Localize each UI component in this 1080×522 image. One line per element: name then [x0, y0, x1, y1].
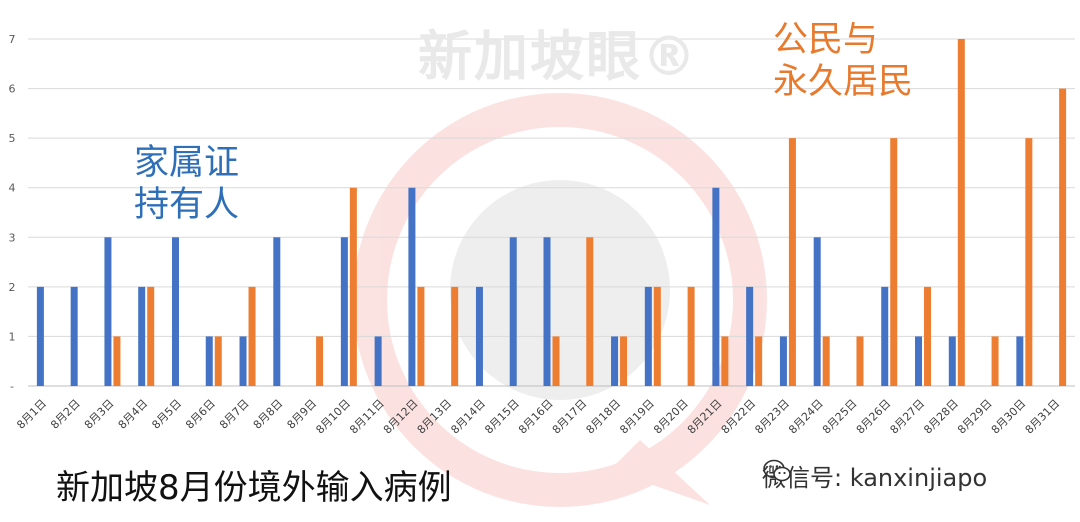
- y-tick-label: 4: [9, 182, 16, 195]
- bar-family-pass: [1016, 336, 1024, 386]
- bar-citizen-pr: [316, 336, 324, 386]
- bar-citizen-pr: [349, 187, 357, 386]
- bar-citizen-pr: [552, 336, 560, 386]
- bar-citizen-pr: [721, 336, 729, 386]
- y-tick-label: -: [10, 380, 14, 393]
- bar-family-pass: [475, 286, 483, 386]
- x-tick-label: 8月3日: [82, 397, 117, 432]
- bar-family-pass: [948, 336, 956, 386]
- y-tick-label: 2: [9, 281, 16, 294]
- bar-family-pass: [881, 286, 889, 386]
- x-tick-label: 8月23日: [752, 397, 792, 437]
- x-tick-label: 8月17日: [550, 397, 590, 437]
- bar-citizen-pr: [755, 336, 763, 386]
- series-label-citizens-pr: 公民与 永久居民: [773, 20, 914, 102]
- x-tick-label: 8月11日: [347, 397, 387, 437]
- bar-citizen-pr: [113, 336, 121, 386]
- wechat-label: 微信号: kanxinjiapo: [762, 464, 988, 492]
- x-tick-label: 8月24日: [786, 397, 826, 437]
- bar-family-pass: [509, 237, 517, 386]
- bar-family-pass: [813, 237, 821, 386]
- bar-family-pass: [273, 237, 281, 386]
- bar-citizen-pr: [147, 286, 155, 386]
- wechat-icon: [763, 459, 791, 482]
- x-tick-label: 8月14日: [448, 397, 488, 437]
- bar-family-pass: [171, 237, 179, 386]
- bar-citizen-pr: [620, 336, 628, 386]
- bar-citizen-pr: [653, 286, 661, 386]
- bar-family-pass: [779, 336, 787, 386]
- bar-citizen-pr: [451, 286, 459, 386]
- x-tick-label: 8月1日: [14, 397, 49, 432]
- bar-family-pass: [340, 237, 348, 386]
- chart-title: 新加坡8月份境外输入病例: [56, 468, 452, 508]
- bar-citizen-pr: [214, 336, 222, 386]
- y-tick-label: 6: [9, 83, 16, 96]
- bar-family-pass: [408, 187, 416, 386]
- series-label-family-pass-holders: 家属证 持有人: [134, 143, 240, 225]
- bar-family-pass: [239, 336, 247, 386]
- y-tick-label: 1: [9, 330, 16, 343]
- bar-citizen-pr: [788, 138, 796, 386]
- bar-family-pass: [36, 286, 44, 386]
- bar-citizen-pr: [890, 138, 898, 386]
- bar-family-pass: [543, 237, 551, 386]
- bar-citizen-pr: [991, 336, 999, 386]
- bar-citizen-pr: [1025, 138, 1033, 386]
- bar-citizen-pr: [1059, 88, 1067, 387]
- x-tick-label: 8月6日: [183, 397, 218, 432]
- y-tick-label: 3: [9, 231, 16, 244]
- bar-citizen-pr: [417, 286, 425, 386]
- bar-family-pass: [611, 336, 619, 386]
- x-tick-label: 8月10日: [313, 397, 353, 437]
- x-tick-label: 8月28日: [921, 397, 961, 437]
- bar-family-pass: [915, 336, 923, 386]
- bar-citizen-pr: [822, 336, 830, 386]
- x-tick-label: 8月25日: [820, 397, 860, 437]
- bar-citizen-pr: [856, 336, 864, 386]
- bar-family-pass: [746, 286, 754, 386]
- x-tick-label: 8月27日: [888, 397, 928, 437]
- x-tick-label: 8月16日: [516, 397, 556, 437]
- x-tick-label: 8月29日: [955, 397, 995, 437]
- bar-family-pass: [205, 336, 213, 386]
- bar-family-pass: [644, 286, 652, 386]
- bar-family-pass: [712, 187, 720, 386]
- x-tick-label: 8月19日: [617, 397, 657, 437]
- x-tick-label: 8月26日: [854, 397, 894, 437]
- x-tick-label: 8月30日: [989, 397, 1029, 437]
- x-tick-label: 8月31日: [1023, 397, 1063, 437]
- bar-citizen-pr: [248, 286, 256, 386]
- watermark-text: 新加坡眼®: [418, 25, 698, 88]
- bar-citizen-pr: [586, 237, 594, 386]
- x-tick-label: 8月18日: [584, 397, 624, 437]
- bar-family-pass: [70, 286, 78, 386]
- bar-family-pass: [374, 336, 382, 386]
- y-tick-label: 5: [9, 132, 16, 145]
- bar-family-pass: [138, 286, 146, 386]
- x-tick-label: 8月7日: [217, 397, 252, 432]
- wechat-id: 微信号: kanxinjiapo: [762, 458, 987, 493]
- x-tick-label: 8月5日: [149, 397, 184, 432]
- x-tick-label: 8月15日: [482, 397, 522, 437]
- y-tick-label: 7: [9, 33, 16, 46]
- bar-family-pass: [104, 237, 112, 386]
- x-tick-label: 8月4日: [116, 397, 151, 432]
- bar-citizen-pr: [924, 286, 932, 386]
- x-tick-label: 8月8日: [251, 397, 286, 432]
- bar-citizen-pr: [687, 286, 695, 386]
- x-tick-label: 8月2日: [48, 397, 83, 432]
- bar-citizen-pr: [957, 39, 965, 386]
